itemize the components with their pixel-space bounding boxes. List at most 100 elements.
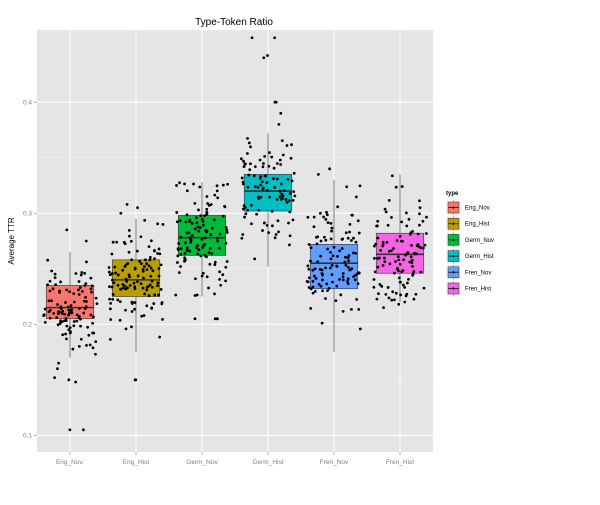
- data-point: [213, 292, 216, 296]
- data-point: [188, 220, 192, 223]
- data-point: [381, 240, 385, 244]
- data-point: [78, 286, 82, 289]
- data-point: [92, 315, 95, 319]
- data-point: [124, 327, 128, 331]
- data-point: [384, 292, 388, 296]
- data-point: [257, 208, 261, 212]
- data-point: [336, 255, 339, 258]
- data-point: [257, 195, 260, 199]
- data-point: [262, 56, 266, 60]
- data-point: [262, 221, 266, 225]
- data-point: [397, 302, 401, 306]
- data-point: [201, 223, 205, 227]
- data-point: [403, 286, 407, 289]
- data-point: [324, 297, 327, 300]
- data-point: [383, 260, 387, 263]
- data-point: [375, 224, 379, 228]
- plot-panel: [37, 30, 433, 452]
- data-point: [161, 222, 165, 226]
- data-point: [272, 166, 276, 170]
- data-point: [108, 307, 112, 311]
- data-point: [124, 277, 128, 281]
- data-point: [178, 181, 181, 185]
- data-point: [288, 234, 292, 238]
- data-point: [346, 256, 350, 260]
- data-point: [329, 237, 333, 241]
- data-point: [141, 286, 145, 290]
- data-point: [423, 243, 427, 247]
- data-point: [313, 289, 317, 293]
- data-point: [159, 287, 163, 291]
- data-point: [216, 239, 220, 243]
- data-point: [314, 276, 318, 280]
- data-point: [109, 318, 113, 321]
- data-point: [403, 300, 407, 304]
- data-point: [378, 283, 382, 286]
- data-point: [348, 222, 352, 226]
- data-point: [150, 306, 154, 310]
- data-point: [179, 253, 183, 256]
- data-point: [125, 280, 129, 283]
- jitter-points: [42, 36, 428, 432]
- data-point: [412, 269, 416, 273]
- data-point: [94, 352, 97, 356]
- data-point: [307, 286, 311, 289]
- data-point: [290, 179, 294, 183]
- data-point: [79, 273, 83, 277]
- data-point: [373, 270, 377, 274]
- data-point: [184, 241, 187, 245]
- data-point: [408, 232, 412, 236]
- data-point: [64, 317, 68, 320]
- data-point: [183, 252, 187, 255]
- data-point: [375, 297, 379, 301]
- data-point: [115, 240, 119, 244]
- data-point: [328, 167, 332, 171]
- data-point: [330, 273, 334, 276]
- data-point: [127, 273, 131, 277]
- data-point: [56, 323, 60, 327]
- data-point: [133, 267, 137, 271]
- data-point: [224, 265, 228, 269]
- data-point: [291, 198, 295, 202]
- data-point: [201, 245, 204, 249]
- data-point: [249, 162, 252, 166]
- data-point: [279, 182, 283, 186]
- data-point: [376, 265, 380, 269]
- legend-swatch-point: [452, 206, 455, 209]
- data-point: [127, 228, 131, 232]
- data-point: [63, 312, 67, 316]
- data-point: [416, 232, 420, 236]
- data-point: [130, 300, 134, 304]
- data-point: [91, 321, 95, 325]
- data-point: [341, 272, 345, 275]
- data-point: [60, 311, 64, 315]
- data-point: [250, 36, 254, 40]
- data-point: [321, 278, 324, 282]
- data-point: [59, 305, 63, 309]
- data-point: [185, 189, 189, 193]
- data-point: [334, 299, 338, 302]
- data-point: [136, 274, 140, 278]
- data-point: [260, 180, 264, 184]
- data-point: [185, 213, 189, 217]
- data-point: [89, 313, 93, 317]
- data-point: [267, 231, 271, 235]
- data-point: [66, 305, 70, 309]
- data-point: [205, 210, 209, 214]
- data-point: [85, 343, 88, 347]
- data-point: [68, 290, 72, 294]
- data-point: [253, 185, 257, 188]
- data-point: [213, 263, 217, 266]
- data-point: [175, 184, 178, 187]
- data-point: [319, 211, 322, 215]
- data-point: [121, 268, 125, 272]
- data-point: [196, 252, 200, 256]
- data-point: [285, 201, 289, 204]
- data-point: [320, 321, 324, 325]
- data-point: [358, 184, 362, 188]
- data-point: [225, 260, 229, 263]
- data-point: [134, 378, 138, 382]
- data-point: [288, 199, 291, 203]
- data-point: [350, 307, 353, 311]
- data-point: [322, 215, 326, 219]
